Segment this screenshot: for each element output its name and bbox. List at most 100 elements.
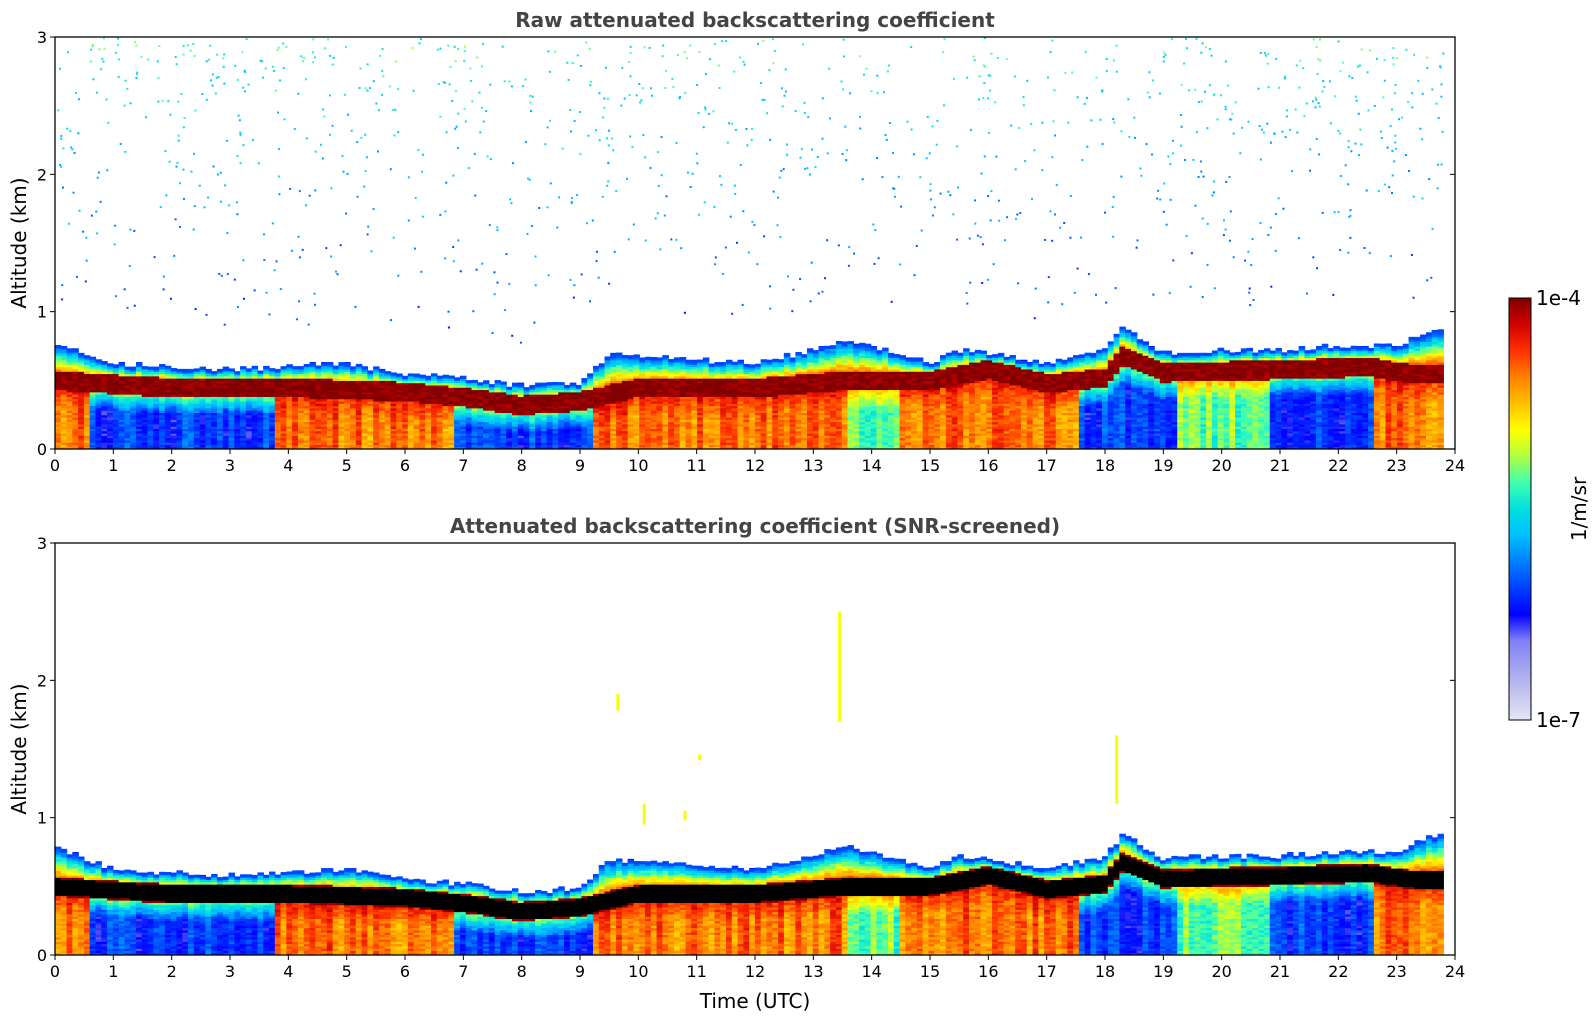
- heatmap-cell: [78, 366, 85, 370]
- heatmap-cell: [72, 375, 79, 379]
- heatmap-cell: [297, 430, 305, 434]
- heatmap-cell: [494, 416, 502, 420]
- heatmap-cell: [245, 380, 253, 384]
- noise-speck: [696, 162, 699, 165]
- heatmap-cell: [616, 403, 623, 407]
- heatmap-cell: [66, 439, 73, 443]
- noise-speck: [290, 249, 293, 252]
- heatmap-cell: [251, 394, 259, 397]
- heatmap-cell: [55, 405, 62, 409]
- heatmap-cell: [621, 416, 629, 420]
- heatmap-cell: [604, 439, 611, 443]
- heatmap-cell: [176, 423, 183, 427]
- noise-speck: [529, 94, 532, 97]
- heatmap-cell: [621, 446, 629, 449]
- noise-speck: [784, 68, 787, 71]
- heatmap-cell: [135, 380, 143, 384]
- heatmap-cell: [135, 412, 143, 416]
- heatmap-cell: [511, 444, 519, 448]
- heatmap-cell: [159, 373, 166, 377]
- heatmap-cell: [315, 446, 322, 449]
- heatmap-cell: [245, 414, 253, 418]
- heatmap-cell: [269, 416, 276, 420]
- heatmap-cell: [621, 387, 629, 391]
- noise-speck: [457, 48, 460, 51]
- heatmap-cell: [344, 446, 351, 449]
- heatmap-cell: [384, 389, 392, 393]
- heatmap-cell: [170, 403, 178, 407]
- heatmap-cell: [378, 389, 386, 393]
- heatmap-cell: [112, 396, 120, 400]
- heatmap-cell: [459, 446, 467, 449]
- heatmap-cell: [656, 391, 663, 395]
- heatmap-cell: [286, 382, 293, 386]
- noise-speck: [1172, 152, 1174, 155]
- heatmap-cell: [650, 403, 658, 407]
- heatmap-cell: [89, 362, 97, 365]
- heatmap-cell: [488, 437, 496, 441]
- noise-speck: [621, 67, 624, 70]
- heatmap-cell: [373, 430, 380, 434]
- heatmap-cell: [107, 439, 114, 443]
- heatmap-cell: [280, 389, 287, 393]
- heatmap-cell: [517, 403, 525, 407]
- heatmap-cell: [529, 412, 536, 416]
- noise-speck: [714, 256, 717, 259]
- heatmap-cell: [488, 430, 496, 434]
- noise-speck: [1439, 65, 1442, 68]
- noise-speck: [226, 273, 229, 275]
- heatmap-cell: [66, 357, 73, 361]
- heatmap-cell: [124, 435, 131, 439]
- heatmap-cell: [205, 414, 212, 418]
- heatmap-cell: [176, 442, 183, 446]
- heatmap-cell: [118, 407, 126, 411]
- heatmap-cell: [535, 428, 542, 432]
- heatmap-cell: [517, 428, 525, 432]
- heatmap-cell: [645, 405, 652, 409]
- heatmap-cell: [72, 430, 79, 434]
- noise-speck: [1051, 239, 1054, 242]
- heatmap-cell: [222, 442, 230, 446]
- heatmap-cell: [396, 428, 403, 432]
- heatmap-cell: [274, 435, 282, 439]
- heatmap-cell: [344, 421, 351, 425]
- heatmap-cell: [679, 446, 687, 449]
- heatmap-cell: [159, 414, 166, 418]
- noise-speck: [627, 238, 630, 241]
- noise-speck: [367, 225, 370, 228]
- noise-speck: [1302, 67, 1305, 70]
- heatmap-cell: [436, 396, 444, 400]
- heatmap-cell: [332, 428, 340, 432]
- heatmap-cell: [558, 396, 565, 400]
- heatmap-cell: [66, 403, 73, 407]
- noise-speck: [356, 195, 359, 198]
- heatmap-cell: [292, 416, 299, 420]
- noise-speck: [1312, 38, 1315, 41]
- noise-speck: [776, 196, 779, 199]
- heatmap-cell: [141, 432, 149, 436]
- noise-speck: [956, 145, 959, 148]
- heatmap-cell: [425, 419, 432, 423]
- heatmap-cell: [419, 403, 426, 407]
- noise-speck: [1412, 195, 1415, 198]
- heatmap-cell: [193, 428, 201, 432]
- heatmap-cell: [344, 398, 351, 402]
- heatmap-cell: [338, 394, 345, 397]
- heatmap-cell: [344, 389, 351, 393]
- heatmap-cell: [355, 403, 363, 407]
- heatmap-cell: [621, 359, 629, 363]
- heatmap-cell: [546, 396, 554, 400]
- heatmap-cell: [546, 394, 554, 397]
- heatmap-cell: [297, 428, 305, 432]
- heatmap-cell: [326, 398, 334, 402]
- heatmap-cell: [234, 373, 241, 377]
- noise-speck: [900, 205, 903, 208]
- heatmap-cell: [465, 403, 473, 407]
- layer-top-edge: [112, 365, 120, 369]
- heatmap-cell: [413, 419, 421, 423]
- heatmap-cell: [494, 421, 502, 425]
- noise-speck: [524, 78, 527, 81]
- noise-speck: [271, 65, 274, 68]
- heatmap-cell: [384, 428, 392, 432]
- heatmap-cell: [344, 444, 351, 448]
